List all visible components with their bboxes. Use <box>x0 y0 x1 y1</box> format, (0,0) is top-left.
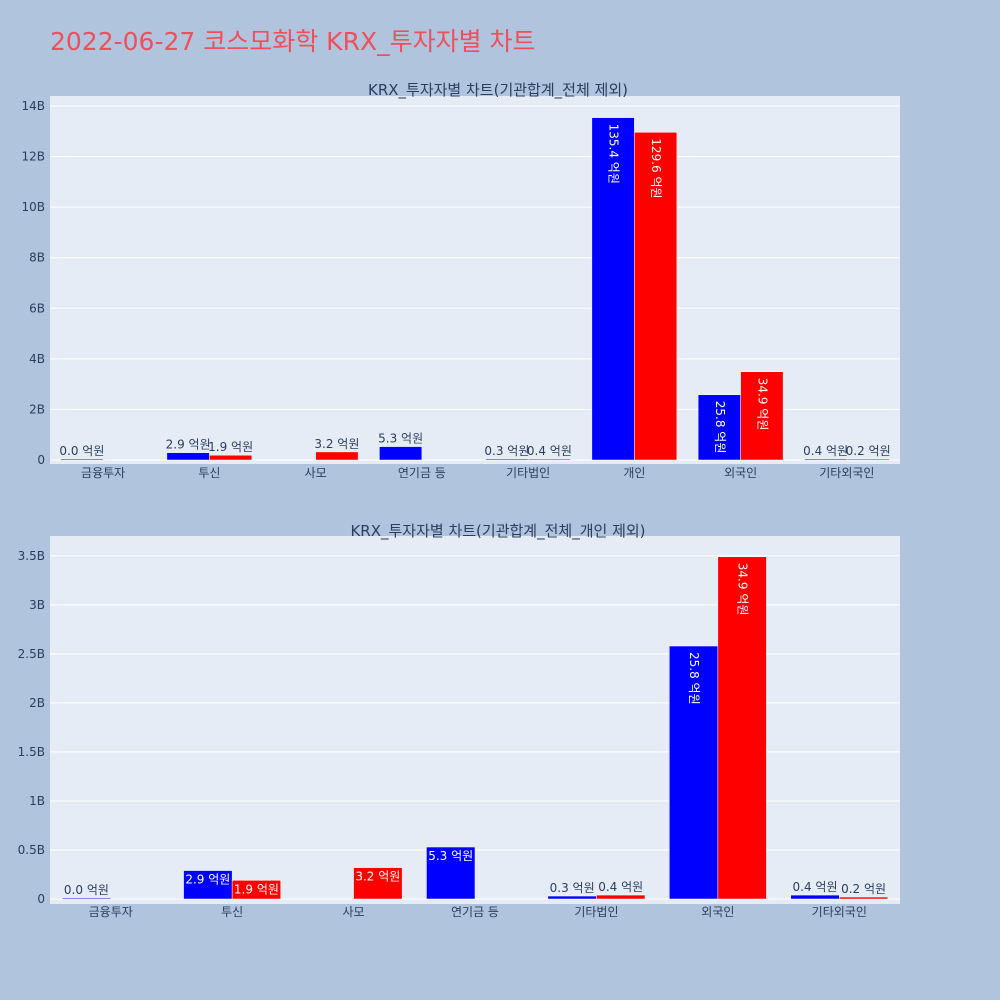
data-label: 2.9 억원 <box>185 873 230 887</box>
data-label: 25.8 억원 <box>713 401 727 454</box>
bar <box>547 895 597 900</box>
data-label: 0.3 억원 <box>550 881 595 895</box>
y-tick-label: 2B <box>29 402 45 416</box>
bar <box>426 846 476 900</box>
bar <box>634 132 678 461</box>
bar <box>804 458 848 461</box>
y-tick-label: 1B <box>29 794 45 808</box>
bar <box>790 894 840 900</box>
y-tick-label: 3.5B <box>18 549 45 563</box>
bar <box>379 446 423 461</box>
data-label: 2.9 억원 <box>166 438 211 452</box>
x-tick-label: 연기금 등 <box>451 905 499 919</box>
bar <box>596 894 646 900</box>
x-tick-label: 사모 <box>305 466 327 480</box>
y-tick-label: 6B <box>29 301 45 315</box>
y-tick-label: 0 <box>37 453 45 467</box>
data-label: 5.3 억원 <box>378 432 423 446</box>
x-tick-label: 금융투자 <box>81 466 125 480</box>
bar <box>527 458 571 461</box>
data-label: 5.3 억원 <box>428 849 473 863</box>
data-label: 34.9 억원 <box>736 563 750 616</box>
bar <box>485 458 529 461</box>
x-tick-label: 투신 <box>221 905 243 919</box>
x-tick-label: 투신 <box>198 466 220 480</box>
data-label: 0.0 억원 <box>59 444 104 458</box>
chart-title: KRX_투자자별 차트(기관합계_전체_개인 제외) <box>350 522 645 541</box>
data-label: 34.9 억원 <box>755 378 769 431</box>
x-tick-label: 연기금 등 <box>398 466 446 480</box>
chart-bottom: 0 0.5B 1B 1.5B 2B 2.5B 3B 3.5B KRX_투자자별 차트(기관합계_… <box>18 522 900 919</box>
data-label: 129.6 억원 <box>649 138 663 198</box>
data-label: 0.2 억원 <box>841 882 886 896</box>
bar <box>353 867 403 900</box>
x-tick-label: 기타외국인 <box>819 466 874 480</box>
bar <box>669 645 719 900</box>
data-label: 3.2 억원 <box>314 437 359 451</box>
data-label: 3.2 억원 <box>355 870 400 884</box>
bar <box>740 371 784 461</box>
y-tick-label: 0.5B <box>18 843 45 857</box>
bar <box>231 880 281 900</box>
page-title: 2022-06-27 코스모화학 KRX_투자자별 차트 <box>50 27 536 56</box>
y-tick-label: 1.5B <box>18 745 45 759</box>
data-label: 0.2 억원 <box>846 444 891 458</box>
bar <box>846 458 890 461</box>
chart-top: 0 2B 4B 6B 8B 10B 12B 14B KRX_투자자별 차트(기관합계_전체 제외… <box>21 81 900 480</box>
x-tick-label: 외국인 <box>724 466 757 480</box>
bar <box>60 458 104 461</box>
x-tick-label: 외국인 <box>701 905 734 919</box>
x-tick-label: 기타법인 <box>574 905 618 919</box>
x-tick-label: 금융투자 <box>89 905 133 919</box>
y-tick-label: 12B <box>21 150 45 164</box>
y-tick-label: 2.5B <box>18 647 45 661</box>
bar <box>166 452 210 461</box>
data-label: 0.4 억원 <box>527 444 572 458</box>
bar <box>315 451 359 461</box>
bar <box>839 896 889 900</box>
x-tick-label: 개인 <box>623 466 645 480</box>
y-tick-label: 0 <box>37 892 45 906</box>
bar <box>209 454 253 461</box>
data-label: 0.4 억원 <box>803 444 848 458</box>
y-tick-label: 14B <box>21 99 45 113</box>
data-label: 0.0 억원 <box>64 883 109 897</box>
data-label: 1.9 억원 <box>234 882 279 896</box>
data-label: 135.4 억원 <box>607 124 621 184</box>
x-tick-label: 사모 <box>343 905 365 919</box>
y-tick-label: 10B <box>21 200 45 214</box>
y-tick-label: 3B <box>29 598 45 612</box>
y-tick-label: 2B <box>29 696 45 710</box>
bar <box>717 556 767 900</box>
y-tick-label: 4B <box>29 352 45 366</box>
x-tick-label: 기타법인 <box>506 466 550 480</box>
data-label: 0.4 억원 <box>598 880 643 894</box>
x-tick-label: 기타외국인 <box>812 905 867 919</box>
bar <box>61 897 111 900</box>
data-label: 1.9 억원 <box>208 440 253 454</box>
data-label: 25.8 억원 <box>687 652 701 705</box>
y-tick-label: 8B <box>29 251 45 265</box>
chart-title: KRX_투자자별 차트(기관합계_전체 제외) <box>368 81 628 100</box>
data-label: 0.3 억원 <box>484 444 529 458</box>
data-label: 0.4 억원 <box>793 880 838 894</box>
